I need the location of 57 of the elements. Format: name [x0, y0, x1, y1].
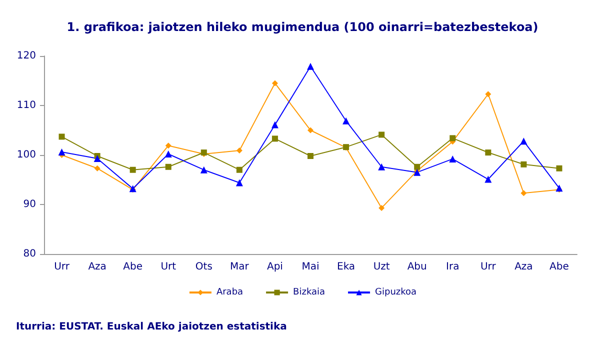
- y-tick-label: 110: [16, 100, 36, 111]
- point: [164, 150, 172, 158]
- point: [342, 117, 350, 124]
- y-tick-label: 90: [23, 199, 36, 210]
- point: [308, 152, 314, 159]
- point: [450, 135, 456, 142]
- point: [556, 165, 562, 172]
- point: [58, 134, 65, 140]
- x-tick-label: Urr: [54, 262, 70, 272]
- point: [485, 150, 492, 156]
- point: [272, 136, 278, 142]
- y-tick-label: 80: [23, 248, 36, 260]
- x-tick-label: Api: [266, 262, 283, 272]
- point: [130, 166, 136, 173]
- point: [378, 204, 385, 211]
- point: [308, 127, 314, 134]
- point: [58, 148, 66, 156]
- x-tick-label: Eka: [337, 262, 356, 272]
- point: [94, 165, 100, 172]
- point: [272, 80, 278, 86]
- legend-label: Bizkaia: [293, 288, 326, 298]
- point: [484, 176, 492, 183]
- x-tick-label: Abe: [550, 262, 569, 272]
- point: [449, 155, 456, 162]
- point: [414, 164, 420, 170]
- x-tick-label: Ira: [446, 262, 460, 272]
- point: [271, 121, 278, 128]
- x-tick-label: Abu: [407, 262, 427, 272]
- point: [378, 163, 386, 170]
- x-tick-label: Uzt: [373, 262, 390, 272]
- y-tick-label: 120: [16, 50, 36, 62]
- legend-label: Araba: [216, 288, 244, 298]
- point: [236, 148, 242, 154]
- point: [520, 190, 527, 196]
- x-tick-label: Abe: [123, 262, 143, 272]
- point: [236, 166, 242, 173]
- x-tick-label: Ots: [195, 262, 212, 272]
- point: [485, 91, 492, 98]
- point: [165, 164, 172, 170]
- text: Iturria: EUSTAT. Euskal AEko jaiotzen estatistika: [16, 322, 287, 332]
- legend-label: Gipuzkoa: [375, 288, 417, 298]
- point: [165, 142, 172, 149]
- chart-title: 1. grafikoa: jaiotzen hileko mugimendua (100 oinarri=batezbestekoa): [66, 20, 538, 34]
- point: [520, 161, 527, 168]
- point: [378, 132, 385, 138]
- point: [307, 62, 314, 70]
- x-tick-label: Urt: [160, 262, 176, 272]
- x-tick-label: Aza: [514, 262, 533, 272]
- point: [94, 154, 101, 162]
- x-tick-label: Aza: [88, 262, 106, 272]
- point: [200, 166, 208, 174]
- x-tick-label: Urr: [480, 262, 497, 272]
- point: [236, 179, 243, 186]
- point: [520, 138, 528, 145]
- x-tick-label: Mai: [302, 262, 320, 272]
- y-tick-label: 100: [16, 150, 36, 160]
- x-tick-label: Mar: [230, 262, 250, 272]
